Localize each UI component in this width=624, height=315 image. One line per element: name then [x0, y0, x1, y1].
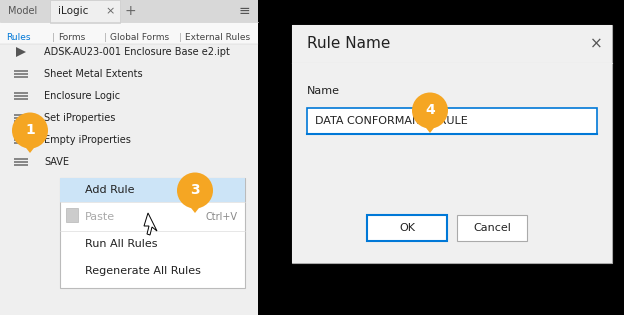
Text: +: + [124, 4, 136, 18]
Text: Run All Rules: Run All Rules [85, 239, 157, 249]
Circle shape [412, 93, 448, 129]
Text: iLogic: iLogic [58, 6, 89, 16]
Bar [367, 215, 447, 241]
Bar [14, 164, 28, 166]
Text: External Rules: External Rules [185, 33, 250, 43]
Text: |: | [179, 33, 182, 43]
Bar [60, 178, 245, 288]
Bar [14, 98, 28, 100]
Text: Model: Model [8, 6, 37, 16]
Bar [0, 0, 258, 22]
Bar [0, 0, 258, 315]
Text: DATA CONFORMANCE RULE: DATA CONFORMANCE RULE [315, 116, 468, 126]
Text: Add Rule: Add Rule [85, 185, 135, 195]
Text: Empty iProperties: Empty iProperties [44, 135, 131, 145]
Bar [60, 178, 245, 202]
Text: ×: × [590, 37, 602, 51]
Text: Regenerate All Rules: Regenerate All Rules [85, 266, 201, 276]
Bar [292, 63, 612, 263]
Text: Global Forms: Global Forms [110, 33, 169, 43]
Text: ×: × [105, 6, 115, 16]
Text: Rule Name: Rule Name [307, 37, 391, 51]
Text: SAVE: SAVE [44, 157, 69, 167]
Circle shape [12, 112, 48, 148]
Polygon shape [20, 140, 40, 153]
Polygon shape [185, 200, 205, 213]
Text: Forms: Forms [58, 33, 85, 43]
Text: Rules: Rules [6, 33, 31, 43]
Bar [66, 208, 78, 222]
Polygon shape [16, 47, 26, 57]
Text: |: | [52, 33, 55, 43]
Text: Ctrl+V: Ctrl+V [205, 212, 237, 222]
Text: 1: 1 [25, 123, 35, 138]
Circle shape [177, 173, 213, 209]
Bar [14, 161, 28, 163]
Bar [50, 0, 120, 23]
Text: Paste: Paste [85, 212, 115, 222]
Text: ADSK-AU23-001 Enclosure Base e2.ipt: ADSK-AU23-001 Enclosure Base e2.ipt [44, 47, 230, 57]
Bar [14, 136, 28, 138]
Bar [14, 139, 28, 141]
Bar [14, 70, 28, 72]
Bar [0, 22, 258, 44]
Text: |: | [104, 33, 107, 43]
Text: OK: OK [399, 223, 415, 233]
Text: Cancel: Cancel [473, 223, 511, 233]
Text: Name: Name [307, 86, 340, 96]
Bar [457, 215, 527, 241]
Text: 3: 3 [190, 184, 200, 198]
Polygon shape [420, 120, 440, 133]
Polygon shape [144, 213, 157, 235]
Bar [14, 158, 28, 160]
Bar [14, 114, 28, 116]
Bar [14, 117, 28, 119]
Text: 4: 4 [425, 104, 435, 117]
Bar [307, 108, 597, 134]
Bar [14, 73, 28, 75]
Bar [14, 95, 28, 97]
Text: Enclosure Logic: Enclosure Logic [44, 91, 120, 101]
Bar [14, 120, 28, 122]
Text: Sheet Metal Extents: Sheet Metal Extents [44, 69, 143, 79]
Bar [14, 142, 28, 144]
Bar [292, 25, 612, 263]
Text: Set iProperties: Set iProperties [44, 113, 115, 123]
Bar [14, 92, 28, 94]
Bar [292, 25, 612, 63]
Bar [14, 76, 28, 78]
Text: ≡: ≡ [238, 4, 250, 18]
